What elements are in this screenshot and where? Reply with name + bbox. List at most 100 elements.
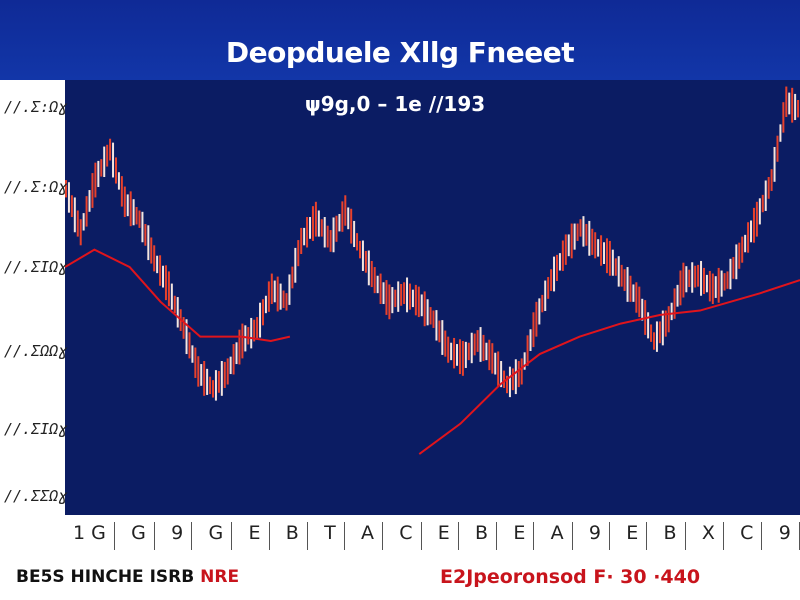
chart-svg (65, 86, 800, 455)
price-bar (212, 380, 214, 398)
price-bar (788, 92, 791, 115)
price-bar (717, 267, 720, 303)
price-bar (359, 240, 361, 259)
x-tick-label: E (430, 522, 459, 550)
price-bar (697, 264, 700, 287)
x-tick-label: G (123, 522, 155, 550)
price-bar (182, 317, 185, 339)
price-bar (729, 258, 732, 290)
price-bar (503, 370, 506, 388)
price-bar (779, 124, 782, 142)
price-bar (700, 260, 703, 296)
price-bar (335, 215, 338, 242)
price-bar (197, 356, 200, 387)
price-bar (479, 327, 482, 362)
price-bar (611, 249, 614, 276)
price-bar (370, 260, 373, 288)
price-bar (650, 324, 653, 342)
price-bar (747, 222, 750, 253)
price-bar (558, 253, 561, 271)
price-bar (429, 307, 432, 325)
price-bar (385, 280, 388, 315)
price-bar (582, 216, 585, 247)
price-bar (723, 273, 726, 291)
moving-average-line (65, 248, 291, 343)
price-bar (382, 282, 385, 305)
price-bar (573, 223, 576, 250)
price-bar (797, 100, 800, 118)
price-bar (194, 347, 197, 378)
price-bar (553, 256, 556, 292)
x-tick-label: 9 (771, 522, 800, 550)
x-tick-label: C (391, 522, 422, 550)
price-bar (220, 361, 223, 396)
price-bar (306, 217, 309, 248)
price-bar (303, 227, 306, 246)
price-bar (738, 242, 741, 269)
price-bar (144, 223, 147, 246)
price-bar (623, 269, 626, 291)
price-bar (497, 351, 500, 387)
price-bar (732, 257, 735, 279)
price-bar (585, 223, 588, 246)
y-tick-label: //.ΣIΩɣ (4, 258, 68, 276)
price-bar (450, 342, 453, 361)
price-bar (232, 344, 235, 375)
footer-left-red-text: NRE (200, 567, 240, 587)
price-bar (544, 280, 547, 311)
price-bar (100, 159, 103, 177)
price-bar (500, 361, 503, 388)
price-bar (135, 207, 138, 225)
price-bar (620, 264, 623, 287)
price-bar (555, 254, 558, 281)
price-bar (276, 276, 279, 312)
price-bar (320, 219, 323, 237)
price-bar (761, 194, 764, 213)
price-bar (658, 321, 661, 344)
price-bar (755, 201, 758, 237)
x-tick-label: B (467, 522, 498, 550)
price-bar (676, 284, 679, 307)
price-bar (638, 286, 641, 318)
price-bar (229, 356, 232, 375)
price-bar (261, 299, 264, 326)
price-bar (614, 258, 617, 276)
price-bar (403, 282, 406, 305)
price-bar (406, 277, 409, 313)
price-bar (285, 293, 288, 311)
price-bar (223, 361, 226, 388)
price-bar (70, 195, 73, 218)
price-bar (767, 177, 770, 199)
price-bar (279, 283, 282, 310)
price-bar (532, 312, 535, 348)
footer-left: BE5S HINCHE ISRB NRE (16, 567, 239, 587)
price-bar (629, 275, 632, 302)
price-bar (782, 102, 785, 133)
price-bar (567, 234, 570, 257)
price-bar (691, 262, 694, 293)
price-bar (535, 301, 538, 337)
price-bar (367, 250, 370, 286)
price-bar (206, 368, 209, 395)
price-bar (523, 352, 526, 370)
price-bar (162, 265, 165, 288)
price-bar (608, 240, 611, 276)
x-tick-label: A (353, 522, 383, 550)
price-bar (511, 368, 514, 391)
price-bar (191, 345, 194, 363)
price-bar (356, 233, 359, 251)
price-bar (453, 337, 456, 369)
price-bar (132, 199, 135, 226)
price-bar (408, 283, 411, 310)
price-bar (238, 329, 241, 365)
price-bar (353, 220, 356, 248)
price-bar (167, 271, 170, 307)
price-bar (508, 366, 511, 398)
price-bar (444, 330, 447, 357)
x-tick-label: T (316, 522, 345, 550)
price-bar (461, 341, 464, 376)
price-bar (338, 213, 341, 232)
price-bar (311, 206, 314, 241)
price-bar (635, 282, 638, 313)
price-bar (750, 220, 753, 243)
